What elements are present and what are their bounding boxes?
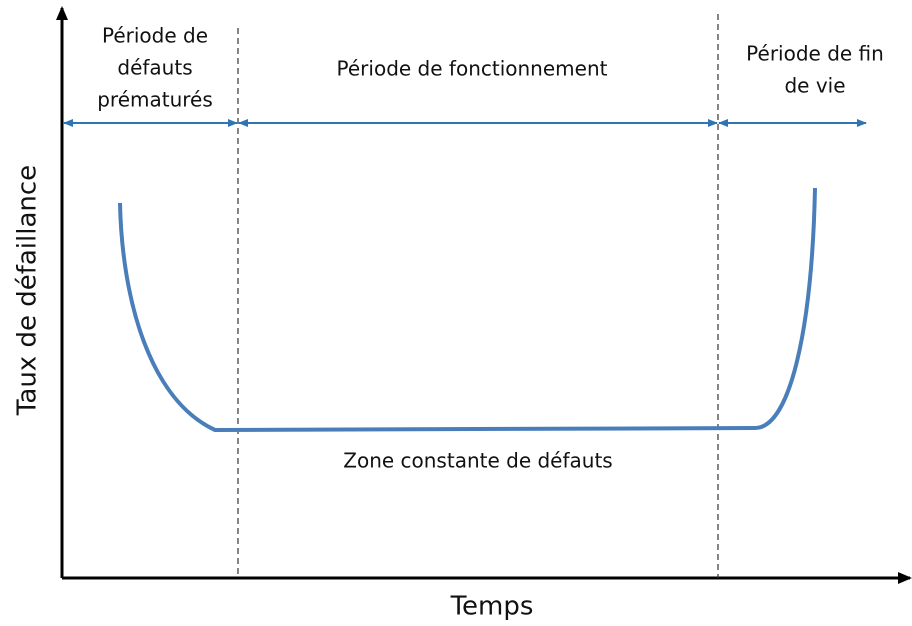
- curve-label: Zone constante de défauts: [343, 449, 612, 473]
- period-label: Période de fonctionnement: [337, 57, 608, 81]
- period-label: prématurés: [97, 88, 213, 112]
- bathtub-curve: [118, 187, 817, 433]
- period-label: Période de fin: [746, 42, 884, 66]
- period-label: de vie: [784, 74, 845, 98]
- period-label: défauts: [117, 56, 192, 80]
- period-label: Période de: [102, 24, 208, 48]
- y-axis-label: Taux de défaillance: [13, 165, 43, 416]
- x-axis-label: Temps: [450, 592, 534, 622]
